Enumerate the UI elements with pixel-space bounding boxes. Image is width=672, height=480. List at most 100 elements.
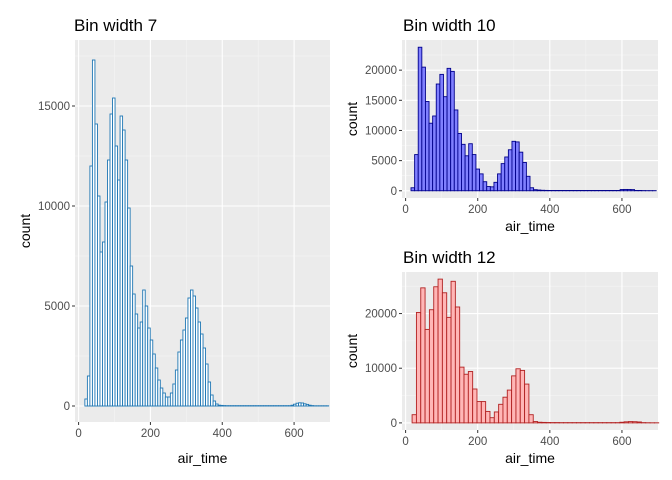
histogram-bar: [502, 396, 508, 424]
histogram-bar: [630, 189, 636, 192]
histogram-bar: [420, 287, 426, 424]
histogram-bar: [511, 375, 517, 424]
x-axis-ticks: 0 200 400 600: [402, 430, 632, 448]
histogram-bar: [428, 122, 434, 192]
y-axis-ticks: 0 5000 10000 15000: [38, 101, 75, 413]
histogram-bar: [519, 369, 526, 424]
histogram-bar: [410, 187, 416, 192]
histogram-bar: [522, 161, 527, 192]
histogram-bar: [468, 143, 473, 192]
histogram-bar: [457, 133, 462, 192]
x-tick-label: 200: [468, 436, 487, 448]
histogram-bar: [480, 401, 487, 424]
y-axis-label: count: [344, 102, 360, 136]
histogram-bar: [441, 292, 448, 424]
histogram-bar: [493, 181, 498, 192]
y-axis-ticks: 0 10000 20000: [365, 309, 402, 430]
x-tick-label: 600: [612, 204, 631, 216]
histogram-bar: [210, 394, 214, 407]
y-tick-label: 20000: [365, 309, 397, 321]
x-axis-label: air_time: [505, 218, 555, 234]
x-tick-label: 400: [213, 428, 232, 440]
histogram-bar: [627, 421, 634, 424]
histogram-bar: [424, 328, 430, 424]
histogram-bar: [537, 421, 543, 424]
histogram-bar: [500, 163, 506, 192]
histogram-bar: [497, 173, 502, 192]
histogram-bar: [472, 388, 478, 424]
histogram-bar: [443, 96, 448, 192]
x-tick-label: 200: [141, 428, 160, 440]
histogram-bar: [619, 421, 625, 424]
y-axis-ticks: 0 5000 10000 15000 20000: [365, 65, 402, 198]
histogram-bar: [453, 109, 459, 192]
histogram-bar: [439, 73, 444, 192]
histogram-bar: [476, 401, 482, 424]
y-tick-label: 10000: [365, 125, 397, 137]
chart-title: Bin width 7: [74, 16, 157, 35]
y-tick-label: 10000: [365, 363, 397, 375]
x-tick-label: 200: [468, 204, 487, 216]
histogram-bar: [515, 141, 520, 192]
histogram-bar: [636, 421, 642, 424]
histogram-bar: [461, 143, 466, 192]
histogram-bar: [411, 414, 417, 424]
histogram-bar: [529, 187, 535, 192]
histogram-bar: [623, 421, 629, 424]
histogram-bars: [411, 278, 660, 424]
histogram-bar: [437, 278, 443, 424]
histogram-bar: [471, 154, 477, 192]
histogram-bar: [489, 417, 495, 424]
histogram-bar: [632, 421, 638, 424]
x-tick-label: 400: [540, 204, 559, 216]
histogram-bar: [619, 189, 625, 192]
histogram-bar: [446, 316, 452, 424]
histogram-bar: [498, 403, 504, 424]
histogram-bar: [417, 46, 423, 192]
histogram-bar: [463, 373, 469, 424]
histogram-bar: [464, 155, 470, 192]
x-tick-label: 600: [284, 428, 303, 440]
x-axis-label: air_time: [505, 450, 555, 466]
chart-title: Bin width 10: [403, 16, 496, 35]
histogram-bar: [525, 175, 531, 192]
histogram-bar: [475, 168, 480, 192]
y-tick-label: 0: [391, 186, 397, 198]
histogram-bar: [482, 181, 488, 192]
x-tick-label: 0: [402, 204, 408, 216]
histogram-bar: [504, 156, 509, 192]
y-tick-label: 15000: [365, 95, 397, 107]
histogram-bar: [467, 371, 474, 424]
y-tick-label: 5000: [44, 301, 70, 313]
x-axis-label: air_time: [178, 450, 228, 466]
chart-title: Bin width 12: [403, 248, 496, 267]
histogram-bar: [536, 189, 542, 192]
histogram-bar: [212, 400, 217, 407]
histogram-bar: [506, 389, 513, 424]
histogram-bar: [433, 286, 439, 424]
histogram-panel-bin-width-7: Bin width 7 0 200 400 600 0 5000 10000 15000 a…: [17, 16, 330, 466]
histogram-bar: [532, 421, 539, 424]
histogram-bar: [415, 312, 422, 424]
histogram-bar: [450, 70, 455, 192]
histogram-bar: [507, 149, 513, 192]
histogram-bar: [450, 280, 456, 424]
histogram-bar: [421, 66, 426, 192]
histogram-bar: [479, 173, 484, 192]
y-tick-label: 0: [64, 401, 70, 413]
histogram-bar: [489, 186, 495, 192]
histogram-bar: [533, 189, 538, 192]
y-tick-label: 10000: [38, 201, 70, 213]
histogram-panel-bin-width-12: Bin width 12 0 200 400 600 0 10000 20000 air_…: [344, 248, 660, 466]
histogram-bar: [454, 306, 461, 424]
histogram-bar: [511, 140, 517, 192]
histogram-bar: [493, 411, 500, 424]
x-tick-label: 0: [75, 428, 81, 440]
histogram-bars: [410, 46, 657, 192]
histogram-bar: [435, 83, 441, 192]
histogram-bar: [428, 309, 435, 424]
y-tick-label: 0: [391, 418, 397, 430]
histogram-bar: [414, 154, 419, 192]
histogram-bar: [446, 67, 452, 192]
